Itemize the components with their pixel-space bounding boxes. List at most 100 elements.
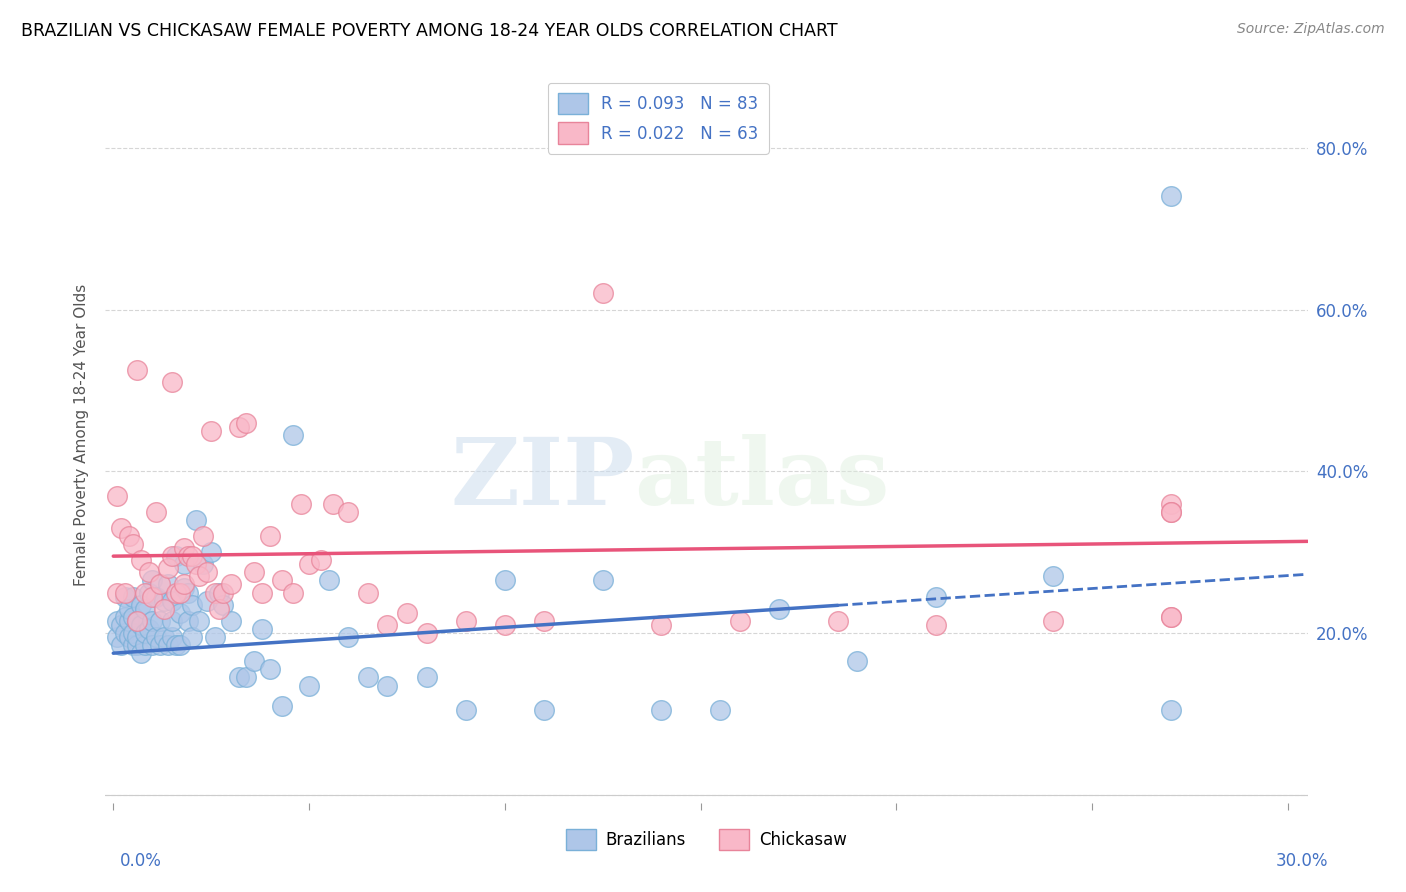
Point [228,670,250,684]
Point [138,585,160,599]
Point [129,646,152,660]
Point [184,558,207,572]
Point [193,558,215,572]
Point [768,601,790,615]
Point [846,654,869,668]
Point [134,601,156,615]
Point [153,630,176,644]
Point [125,363,148,377]
Point [141,590,163,604]
Point [259,662,281,676]
Point [259,529,281,543]
Text: 30.0%: 30.0% [1277,852,1329,870]
Point [145,590,167,604]
Point [309,553,332,567]
Point [173,577,195,591]
Point [114,585,136,599]
Point [709,703,731,717]
Point [924,590,946,604]
Point [125,630,148,644]
Point [165,549,187,563]
Point [157,561,180,575]
Point [173,582,195,596]
Point [204,630,226,644]
Point [129,553,152,567]
Point [129,618,152,632]
Point [494,574,516,588]
Point [454,703,477,717]
Point [114,590,136,604]
Text: 0.0%: 0.0% [120,852,162,870]
Point [204,585,226,599]
Point [219,577,242,591]
Point [357,670,380,684]
Point [110,521,132,535]
Point [208,601,231,615]
Point [337,505,360,519]
Point [1160,505,1182,519]
Point [118,630,141,644]
Point [134,585,156,599]
Point [250,622,273,636]
Point [121,609,143,624]
Point [173,558,195,572]
Point [650,703,672,717]
Point [169,638,191,652]
Point [533,703,555,717]
Point [243,654,266,668]
Point [176,585,198,599]
Legend: Brazilians, Chickasaw: Brazilians, Chickasaw [560,822,853,857]
Point [1160,703,1182,717]
Point [169,585,191,599]
Text: Source: ZipAtlas.com: Source: ZipAtlas.com [1237,22,1385,37]
Point [235,670,257,684]
Point [173,541,195,555]
Point [105,585,128,599]
Point [494,618,516,632]
Point [105,614,128,628]
Point [195,593,218,607]
Point [180,598,202,612]
Point [160,630,183,644]
Point [138,622,160,636]
Point [228,419,250,434]
Point [377,679,399,693]
Point [592,574,614,588]
Point [200,545,222,559]
Point [1160,609,1182,624]
Point [184,513,207,527]
Point [415,626,437,640]
Point [114,609,136,624]
Point [110,618,132,632]
Point [157,638,180,652]
Point [1042,569,1064,583]
Point [728,614,751,628]
Point [188,614,211,628]
Point [169,606,191,620]
Point [118,614,141,628]
Point [180,549,202,563]
Point [114,626,136,640]
Point [212,598,235,612]
Point [110,638,132,652]
Point [1160,505,1182,519]
Point [188,569,211,583]
Point [533,614,555,628]
Point [243,566,266,580]
Point [592,286,614,301]
Point [125,614,148,628]
Point [270,698,292,713]
Text: BRAZILIAN VS CHICKASAW FEMALE POVERTY AMONG 18-24 YEAR OLDS CORRELATION CHART: BRAZILIAN VS CHICKASAW FEMALE POVERTY AM… [21,22,838,40]
Point [337,630,360,644]
Point [283,585,305,599]
Point [165,638,187,652]
Point [200,424,222,438]
Point [212,585,235,599]
Point [145,505,167,519]
Point [125,638,148,652]
Point [195,566,218,580]
Text: ZIP: ZIP [450,434,634,524]
Point [318,574,340,588]
Point [121,537,143,551]
Point [121,590,143,604]
